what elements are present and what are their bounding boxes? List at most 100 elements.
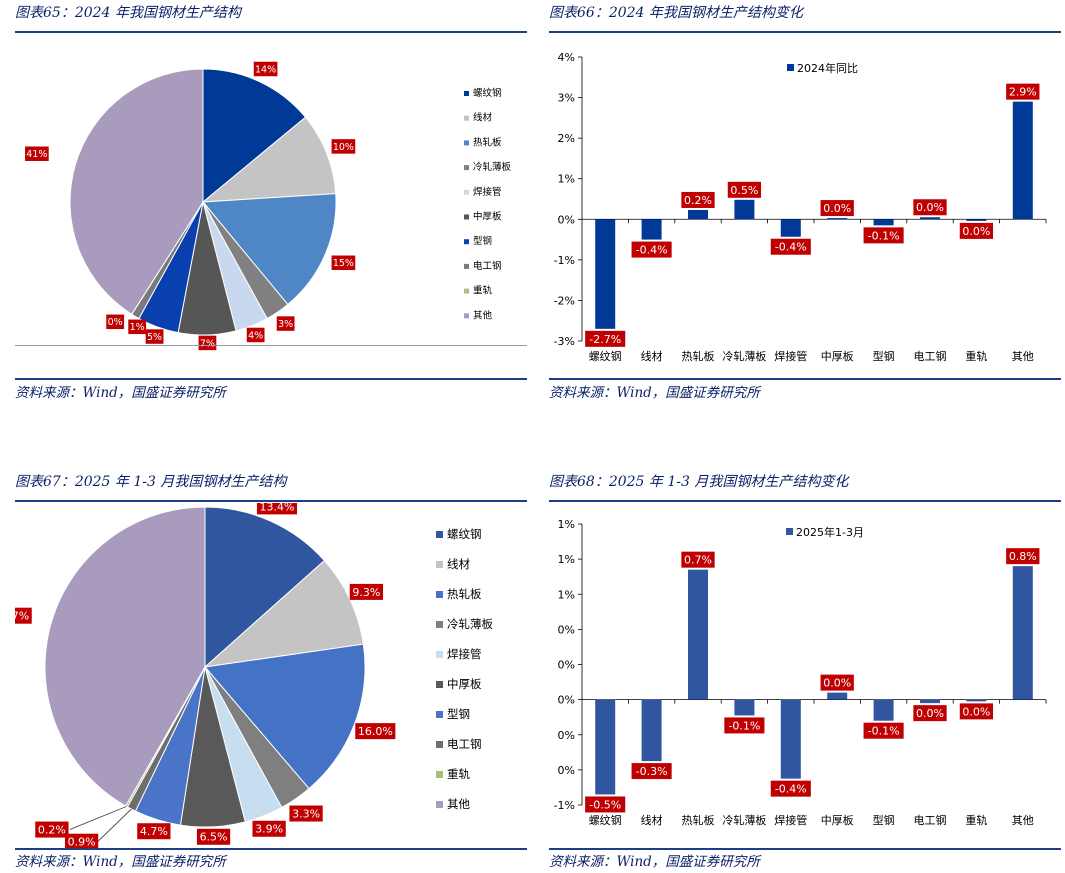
data-label: 4% [248, 330, 263, 341]
data-label: 3.3% [292, 807, 320, 820]
pie-slice-线材 [201, 116, 337, 203]
data-label: -0.4% [775, 783, 807, 796]
x-tick-label: 其他 [1012, 814, 1034, 827]
x-tick-label: 中厚板 [821, 813, 854, 827]
leader-line [97, 808, 132, 842]
chart-title: 图表67：2025 年 1-3 月我国钢材生产结构 [15, 474, 287, 490]
chart-title: 图表68：2025 年 1-3 月我国钢材生产结构变化 [549, 474, 849, 490]
bar-线材 [641, 219, 662, 240]
y-tick-label: 0% [558, 729, 575, 742]
legend-swatch [436, 531, 443, 538]
chart-panel-66: 图表66：2024 年我国钢材生产结构变化 4% 3% 2% 1% 0% -1% -2% -3… [549, 0, 1061, 410]
bar-电工钢 [920, 217, 940, 220]
y-tick-label: 4% [558, 51, 575, 64]
data-label-box [253, 61, 278, 77]
legend-swatch [436, 681, 443, 688]
legend-swatch [464, 313, 469, 319]
data-label: 0.2% [684, 194, 712, 207]
data-label-box [959, 703, 994, 720]
legend-label: 型钢 [473, 235, 492, 247]
data-label: 0.0% [916, 707, 944, 720]
legend-swatch [436, 711, 443, 718]
data-label-box [64, 833, 99, 848]
data-label: -0.1% [868, 229, 900, 242]
legend-swatch [464, 263, 469, 269]
data-label-box [585, 796, 626, 813]
data-label-box [198, 335, 217, 351]
leader-line [69, 806, 127, 830]
legend-label: 螺纹钢 [447, 527, 482, 541]
data-label-box [256, 503, 298, 515]
x-tick-label: 螺纹钢 [589, 349, 622, 363]
x-tick-label: 焊接管 [774, 349, 807, 363]
bar-型钢 [873, 219, 894, 226]
y-tick-label: 1% [558, 588, 575, 601]
y-tick-label: 0% [558, 623, 575, 636]
legend-label: 线材 [447, 557, 470, 571]
legend-label: 热轧板 [447, 587, 482, 601]
x-tick-label: 冷轧薄板 [722, 349, 766, 363]
data-label: 0.0% [823, 677, 851, 690]
legend-label: 型钢 [447, 707, 470, 721]
title-rule [549, 31, 1061, 33]
x-tick-label: 重轨 [965, 349, 987, 363]
data-label-box [585, 330, 626, 347]
data-label-box [331, 139, 356, 154]
bar-焊接管 [780, 219, 801, 237]
bar-中厚板 [827, 692, 848, 700]
x-tick-label: 中厚板 [821, 349, 854, 363]
data-label-box [145, 329, 164, 344]
chart-title: 图表66：2024 年我国钢材生产结构变化 [549, 5, 803, 21]
data-label: -0.3% [636, 765, 668, 778]
bottom-rule [15, 378, 527, 380]
bar-螺纹钢 [595, 699, 616, 795]
x-tick-label: 热轧板 [682, 349, 715, 363]
legend-label: 2024年同比 [797, 61, 858, 75]
legend-swatch [436, 651, 443, 658]
x-tick-label: 热轧板 [682, 813, 715, 827]
legend-label: 冷轧薄板 [473, 161, 512, 173]
bar-冷轧薄板 [734, 199, 755, 220]
legend-label: 其他 [447, 797, 470, 811]
bar-型钢 [873, 699, 894, 721]
x-tick-label: 线材 [641, 813, 663, 827]
data-label: 0.9% [68, 836, 96, 848]
data-label-box [289, 805, 323, 822]
data-label-box [820, 200, 854, 217]
data-label: 3.9% [255, 823, 283, 836]
legend-label: 中厚板 [447, 677, 482, 691]
legend-swatch [464, 115, 469, 121]
source-note: 资料来源：Wind，国盛证券研究所 [549, 854, 760, 870]
data-label-box [355, 723, 396, 740]
data-label: -0.1% [868, 725, 900, 738]
pie-slice-其他 [69, 68, 204, 315]
y-tick-label: 1% [558, 173, 575, 186]
data-label: 0.0% [823, 202, 851, 215]
legend-label: 电工钢 [447, 737, 482, 751]
bottom-rule [549, 378, 1061, 380]
legend-swatch [464, 140, 469, 146]
x-tick-label: 冷轧薄板 [722, 813, 766, 827]
data-label: 2.9% [1009, 86, 1037, 99]
legend-label: 焊接管 [473, 186, 502, 198]
data-label: 14% [255, 64, 276, 75]
pie-chart-2024-structure: 14% 10% 15% 3% 4% 7% 5%1% 0% 41% 螺纹钢线材热轧板冷轧薄板焊接管中… [25, 61, 512, 351]
y-tick-label: 2% [558, 132, 575, 145]
bar-冷轧薄板 [734, 699, 755, 716]
title-rule [549, 500, 1061, 502]
bar-重轨 [966, 219, 987, 221]
y-tick-label: -1% [554, 254, 575, 267]
y-tick-label: 0% [558, 213, 575, 226]
x-tick-label: 其他 [1012, 350, 1034, 363]
data-label-box [15, 607, 32, 624]
legend-label: 2025年1-3月 [796, 525, 864, 539]
bar-电工钢 [920, 699, 940, 704]
legend-label: 冷轧薄板 [447, 617, 493, 631]
legend-swatch [436, 561, 443, 568]
data-label-box [35, 821, 69, 838]
title-rule [15, 500, 527, 502]
data-label-box [681, 551, 715, 568]
y-tick-label: 1% [558, 518, 575, 531]
data-label: -2.7% [589, 333, 621, 346]
legend-label: 螺纹钢 [473, 87, 502, 99]
